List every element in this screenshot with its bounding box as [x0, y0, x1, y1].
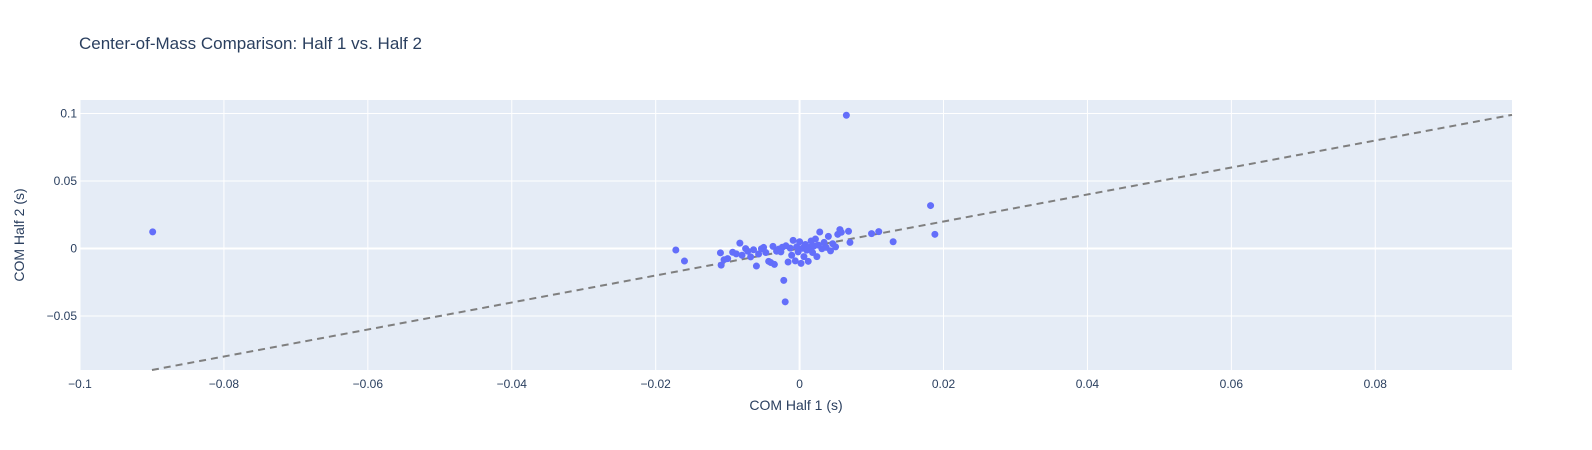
data-point — [827, 247, 835, 255]
data-point — [752, 262, 760, 270]
grid-lines — [79, 100, 1512, 370]
data-point — [931, 230, 939, 238]
data-point — [789, 236, 797, 244]
data-points — [149, 111, 939, 306]
data-point — [716, 249, 724, 257]
data-point — [797, 259, 805, 267]
data-point — [780, 276, 788, 284]
data-point — [744, 247, 752, 255]
data-point — [736, 239, 744, 247]
data-point — [845, 227, 853, 235]
y-tick-label: −0.05 — [47, 309, 78, 323]
chart-title: Center-of-Mass Comparison: Half 1 vs. Ha… — [79, 34, 422, 53]
x-tick-label: −0.1 — [68, 377, 92, 391]
data-point — [750, 246, 758, 254]
data-point — [755, 250, 763, 258]
data-point — [811, 235, 819, 243]
data-point — [846, 238, 854, 246]
data-point — [149, 228, 157, 236]
x-tick-label: 0.08 — [1364, 377, 1388, 391]
data-point — [788, 251, 796, 259]
data-point — [781, 298, 789, 306]
data-point — [800, 253, 808, 261]
reference-line — [151, 113, 1513, 371]
data-point — [769, 242, 777, 250]
data-point — [875, 228, 883, 236]
x-tick-label: 0.04 — [1076, 377, 1100, 391]
x-tick-label: −0.02 — [640, 377, 671, 391]
x-tick-label: 0.02 — [932, 377, 956, 391]
data-point — [672, 246, 680, 254]
data-point — [717, 261, 725, 269]
data-point — [786, 244, 794, 252]
data-point — [762, 249, 770, 257]
data-point — [724, 255, 732, 263]
data-point — [837, 228, 845, 236]
x-tick-label: 0.06 — [1220, 377, 1244, 391]
plot-area — [80, 100, 1512, 370]
x-tick-label: 0 — [796, 377, 803, 391]
data-point — [868, 230, 876, 238]
x-axis-title: COM Half 1 (s) — [749, 397, 842, 413]
x-axis-ticks: −0.1 −0.08 −0.06 −0.04 −0.02 0 0.02 0.04 0.06 0.0… — [68, 377, 1387, 391]
y-axis-ticks: −0.05 0 0.05 0.1 — [47, 107, 78, 324]
y-tick-label: 0.1 — [60, 107, 77, 121]
data-point — [804, 257, 812, 265]
data-point — [680, 257, 688, 265]
data-point — [784, 258, 792, 266]
data-point — [889, 238, 897, 246]
data-point — [770, 260, 778, 268]
data-point — [832, 243, 840, 251]
data-point — [824, 232, 832, 240]
data-point — [791, 257, 799, 265]
data-point — [842, 111, 850, 119]
data-point — [738, 251, 746, 259]
y-tick-label: 0 — [70, 242, 77, 256]
x-tick-label: −0.04 — [497, 377, 528, 391]
y-axis-title: COM Half 2 (s) — [11, 188, 27, 281]
data-point — [927, 202, 935, 210]
reference-line-group — [151, 113, 1513, 371]
data-point — [816, 228, 824, 236]
data-point — [796, 238, 804, 246]
data-point — [813, 253, 821, 261]
y-tick-label: 0.05 — [54, 174, 78, 188]
data-point — [732, 250, 740, 258]
x-tick-label: −0.06 — [353, 377, 384, 391]
data-point — [747, 253, 755, 261]
x-tick-label: −0.08 — [209, 377, 240, 391]
